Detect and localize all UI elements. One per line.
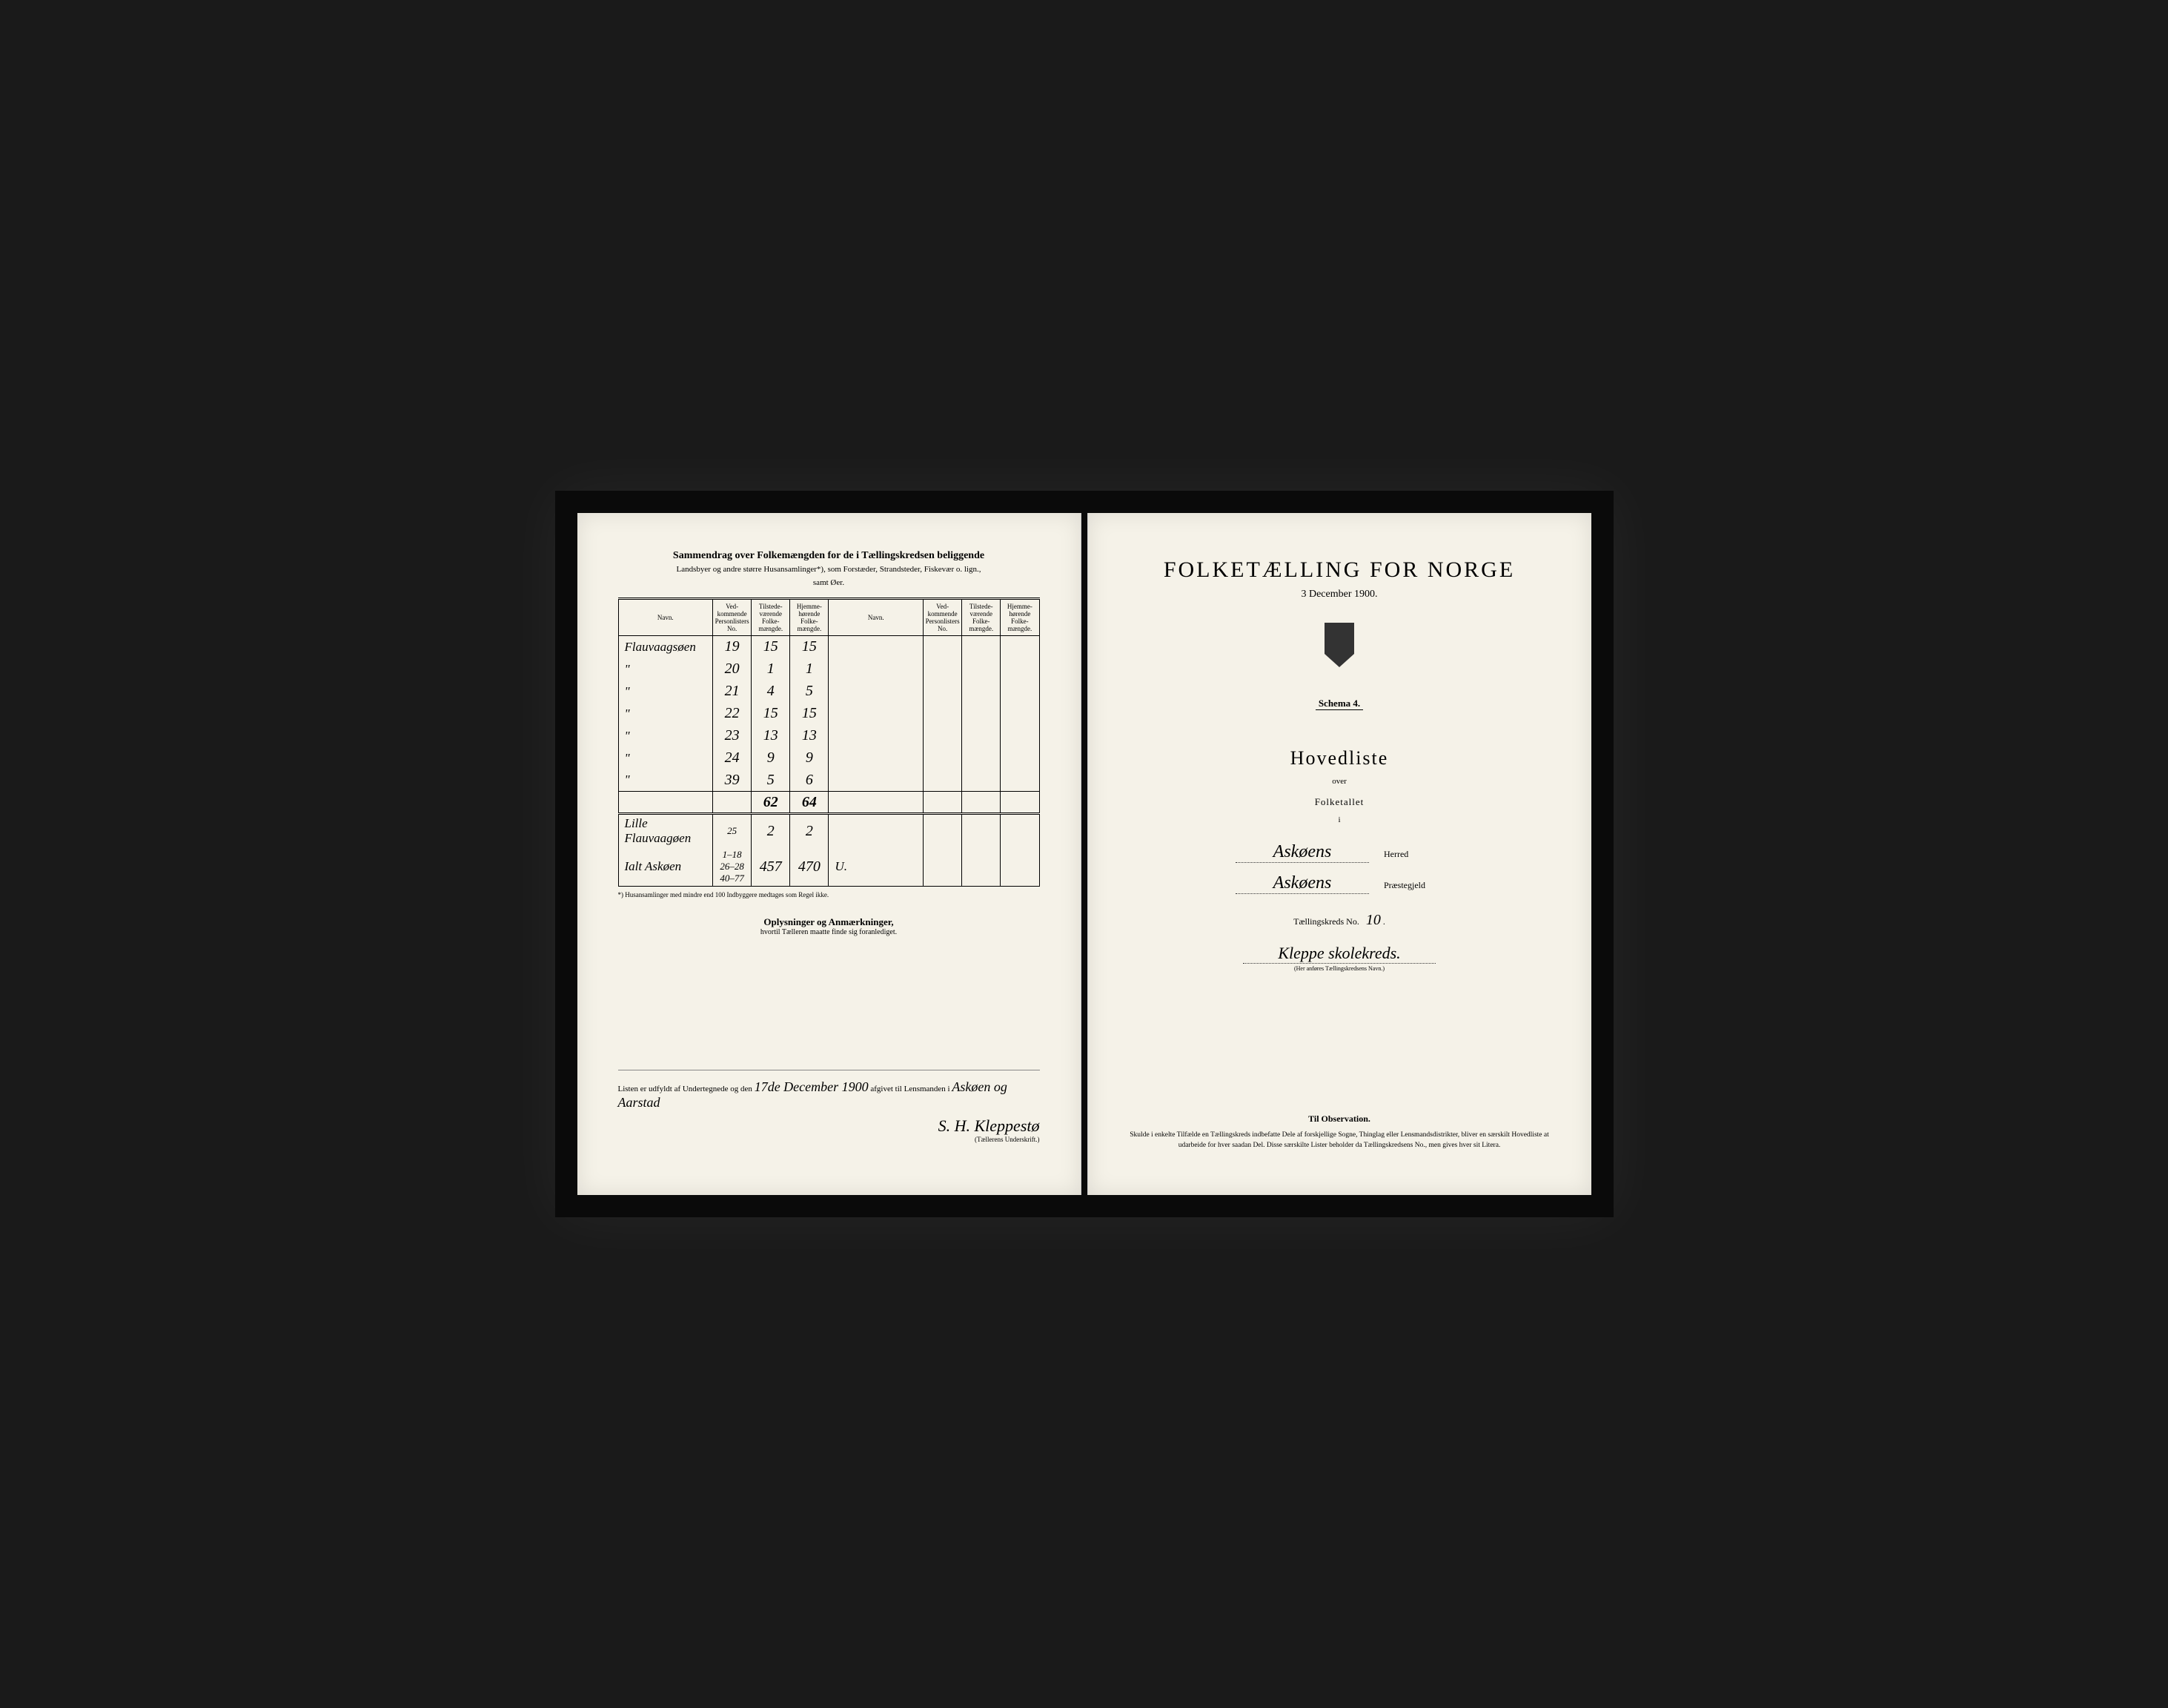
cell-name: "	[618, 769, 713, 792]
th-navn2: Navn.	[829, 599, 924, 636]
table-row: " 24 9 9	[618, 747, 1039, 769]
cell-name: Flauvaagsøen	[618, 636, 713, 658]
footer-date: 17de December 1900	[755, 1079, 869, 1094]
cell-til: 5	[752, 769, 790, 792]
kreds-name: Kleppe skolekreds.	[1243, 944, 1436, 964]
cell-name: "	[618, 747, 713, 769]
book-spread: Sammendrag over Folkemængden for de i Tæ…	[555, 491, 1614, 1217]
cell-name: Ialt Askøen	[618, 847, 713, 887]
cell-mark: U.	[829, 847, 924, 887]
i-label: i	[1129, 815, 1551, 824]
kreds-label: Tællingskreds No.	[1293, 916, 1359, 927]
cell-hj: 5	[790, 681, 829, 703]
main-title: FOLKETÆLLING FOR NORGE	[1129, 557, 1551, 583]
cell-no: 21	[713, 681, 752, 703]
total-til: 62	[752, 792, 790, 814]
right-page: FOLKETÆLLING FOR NORGE 3 December 1900. …	[1087, 513, 1591, 1195]
table-row: Lille Flauvaagøen 25 2 2	[618, 814, 1039, 848]
cell-til: 2	[752, 814, 790, 848]
folketallet: Folketallet	[1129, 796, 1551, 808]
cell-hj: 15	[790, 636, 829, 658]
hovedliste: Hovedliste	[1129, 747, 1551, 769]
cell-hj: 9	[790, 747, 829, 769]
schema: Schema 4.	[1316, 698, 1363, 710]
cell-hj: 6	[790, 769, 829, 792]
table-row: Ialt Askøen 1–18 26–28 40–77 457 470 U.	[618, 847, 1039, 887]
total-hj: 64	[790, 792, 829, 814]
th-hj2: Hjemme-hørende Folke-mængde.	[1001, 599, 1039, 636]
table-row: " 20 1 1	[618, 658, 1039, 681]
herred-row: Askøens Herred	[1129, 842, 1551, 863]
cell-name: "	[618, 703, 713, 725]
kreds-hint: (Her anføres Tællingskredsens Navn.)	[1129, 965, 1551, 972]
table-row: " 39 5 6	[618, 769, 1039, 792]
herred-value: Askøens	[1236, 842, 1369, 863]
kreds-no: 10	[1366, 912, 1381, 928]
total-row: 62 64	[618, 792, 1039, 814]
th-no2: Ved-kommende Personlisters No.	[924, 599, 962, 636]
cell-no: 22	[713, 703, 752, 725]
cell-no: 25	[713, 814, 752, 848]
herred-label: Herred	[1384, 849, 1443, 860]
over: over	[1129, 777, 1551, 786]
cell-til: 15	[752, 636, 790, 658]
remarks-title: Oplysninger og Anmærkninger,	[618, 916, 1040, 928]
cell-hj: 1	[790, 658, 829, 681]
cell-hj: 15	[790, 703, 829, 725]
th-navn: Navn.	[618, 599, 713, 636]
table-row: " 23 13 13	[618, 725, 1039, 747]
cell-hj: 470	[790, 847, 829, 887]
cell-til: 15	[752, 703, 790, 725]
cell-til: 4	[752, 681, 790, 703]
prestegjeld-label: Præstegjeld	[1384, 880, 1443, 891]
prestegjeld-row: Askøens Præstegjeld	[1129, 873, 1551, 894]
table-row: Flauvaagsøen 19 15 15	[618, 636, 1039, 658]
cell-name: "	[618, 725, 713, 747]
crest-icon	[1321, 623, 1358, 667]
th-til2: Tilstede-værende Folke-mængde.	[962, 599, 1001, 636]
cell-hj: 2	[790, 814, 829, 848]
left-page: Sammendrag over Folkemængden for de i Tæ…	[577, 513, 1081, 1195]
prestegjeld-value: Askøens	[1236, 873, 1369, 894]
date-line: 3 December 1900.	[1129, 589, 1551, 600]
cell-name: "	[618, 658, 713, 681]
cell-hj: 13	[790, 725, 829, 747]
cell-til: 13	[752, 725, 790, 747]
cell-name: "	[618, 681, 713, 703]
table-row: " 22 15 15	[618, 703, 1039, 725]
kreds-line: Tællingskreds No. 10 .	[1129, 912, 1551, 929]
obs-text: Skulde i enkelte Tilfælde en Tællingskre…	[1129, 1131, 1551, 1151]
cell-no: 24	[713, 747, 752, 769]
summary-title: Sammendrag over Folkemængden for de i Tæ…	[618, 550, 1040, 562]
th-no: Ved-kommende Personlisters No.	[713, 599, 752, 636]
footer-text2: afgivet til Lensmanden i	[870, 1085, 949, 1093]
remarks-sub: hvortil Tælleren maatte finde sig foranl…	[618, 928, 1040, 936]
cell-no: 39	[713, 769, 752, 792]
cell-no: 1–18 26–28 40–77	[713, 847, 752, 887]
table-row: " 21 4 5	[618, 681, 1039, 703]
footer-text1: Listen er udfyldt af Undertegnede og den	[618, 1085, 752, 1093]
sig-label: (Tællerens Underskrift.)	[618, 1136, 1040, 1143]
observation: Til Observation. Skulde i enkelte Tilfæl…	[1129, 1113, 1551, 1151]
cell-no: 20	[713, 658, 752, 681]
summary-sub2: samt Øer.	[618, 578, 1040, 587]
cell-mark	[829, 814, 924, 848]
cell-name: Lille Flauvaagøen	[618, 814, 713, 848]
th-til: Tilstede-værende Folke-mængde.	[752, 599, 790, 636]
list-footer: Listen er udfyldt af Undertegnede og den…	[618, 1070, 1040, 1143]
cell-no: 19	[713, 636, 752, 658]
census-table: Navn. Ved-kommende Personlisters No. Til…	[618, 598, 1040, 887]
cell-til: 9	[752, 747, 790, 769]
cell-no: 23	[713, 725, 752, 747]
obs-title: Til Observation.	[1129, 1113, 1551, 1125]
th-hj: Hjemme-hørende Folke-mængde.	[790, 599, 829, 636]
summary-sub1: Landsbyer og andre større Husansamlinger…	[618, 565, 1040, 574]
cell-til: 1	[752, 658, 790, 681]
footnote: *) Husansamlinger med mindre end 100 Ind…	[618, 891, 1040, 898]
cell-til: 457	[752, 847, 790, 887]
signature: S. H. Kleppestø	[938, 1116, 1040, 1135]
